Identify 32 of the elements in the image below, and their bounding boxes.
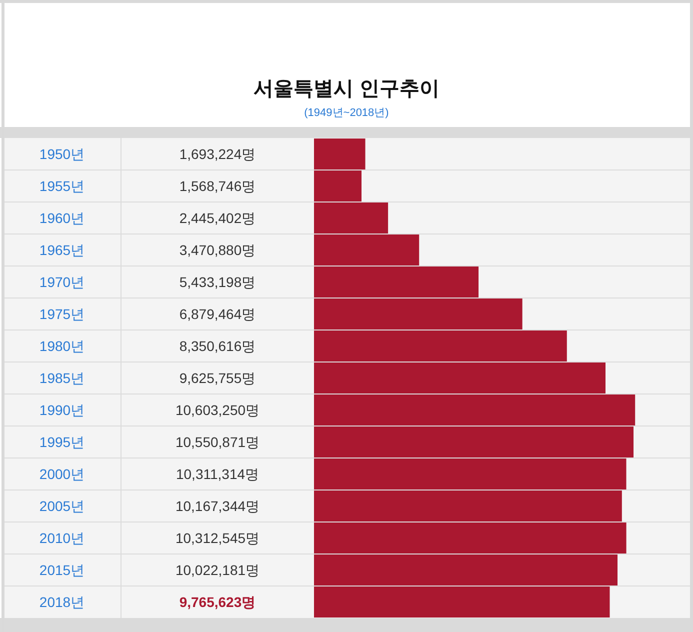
category-label: 2010년 xyxy=(39,530,85,546)
value-label: 1,568,746명 xyxy=(179,178,256,194)
category-label: 1965년 xyxy=(39,242,85,258)
category-label: 1995년 xyxy=(39,434,85,450)
category-label: 1960년 xyxy=(39,210,85,226)
title: 서울특별시 인구추이 xyxy=(254,78,440,100)
value-label: 1,693,224명 xyxy=(179,146,256,162)
value-label: 3,470,880명 xyxy=(179,242,256,258)
value-label: 5,433,198명 xyxy=(179,274,256,290)
value-label: 10,550,871명 xyxy=(175,434,260,450)
value-label: 10,603,250명 xyxy=(175,402,260,418)
category-label: 1975년 xyxy=(39,306,85,322)
category-label: 2018년 xyxy=(39,594,85,610)
category-label: 1985년 xyxy=(39,370,85,386)
category-label: 1955년 xyxy=(39,178,85,194)
subtitle: (1949년~2018년) xyxy=(304,107,389,119)
value-label: 9,765,623명 xyxy=(179,594,256,610)
category-label: 1950년 xyxy=(39,146,85,162)
category-label: 1970년 xyxy=(39,274,85,290)
category-label: 2000년 xyxy=(39,466,85,482)
value-label: 2,445,402명 xyxy=(179,210,256,226)
value-label: 10,167,344명 xyxy=(175,498,260,514)
value-label: 9,625,755명 xyxy=(179,370,256,386)
value-label: 8,350,616명 xyxy=(179,338,256,354)
category-label: 1980년 xyxy=(39,338,85,354)
value-label: 10,311,314명 xyxy=(176,466,260,482)
value-label: 6,879,464명 xyxy=(179,306,256,322)
value-label: 10,022,181명 xyxy=(175,562,260,578)
category-label: 1990년 xyxy=(39,402,85,418)
category-label: 2015년 xyxy=(39,562,85,578)
category-label: 2005년 xyxy=(39,498,85,514)
value-label: 10,312,545명 xyxy=(175,530,260,546)
